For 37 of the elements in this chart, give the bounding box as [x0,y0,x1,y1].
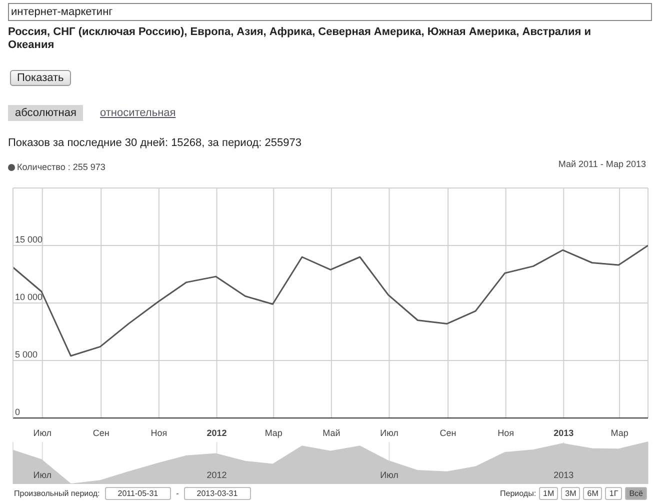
text: Всё [625,487,647,500]
text: 2013-03-31 [184,487,251,500]
x-tick-label: 2013 [554,470,574,480]
x-tick-label: Ноя [150,428,168,438]
x-tick-label: Сен [440,428,456,438]
text: Периоды: [500,489,536,498]
x-tick-label: Июл [380,428,398,438]
text: относительная [100,107,176,119]
x-tick-label: Июл [380,470,398,480]
legend-label: Количество : 255 973 [17,162,106,172]
y-tick-label: 5 000 [15,350,38,360]
text: 6М [583,487,602,500]
x-tick-label: Сен [92,428,110,438]
y-tick-label: 10 000 [15,292,43,302]
x-tick-label: Июл [33,428,52,438]
x-tick-label: Мар [264,428,282,438]
text: 1Г [605,487,622,500]
text: абсолютная [8,105,84,121]
text: Показов за последние 30 дней: 15268, за период: 255973 [8,137,302,149]
chart-subtitle: Россия, СНГ (исключая Россию), Европа, Азия, Африка, Северная Америка, Южная Америка, Австралия и Океания [8,26,592,52]
y-tick-label: 15 000 [15,234,43,244]
text: Произвольный период: [14,489,100,498]
x-tick-label: 2012 [206,470,227,480]
x-tick-label: Май [322,428,340,438]
x-tick-label: Июл [33,470,52,480]
text: Май 2011 - Мар 2013 [558,159,646,169]
text: 2011-05-31 [104,487,172,500]
y-tick-label: 0 [15,407,20,417]
x-tick-label: 2012 [206,428,227,438]
text: 1М [539,487,558,500]
x-tick-label: Ноя [498,428,514,438]
x-tick-label: 2013 [554,428,574,438]
chart-title: интернет-маркетинг [8,3,652,21]
text: Показать [10,70,71,86]
x-tick-label: Мар [610,428,628,438]
text: - [176,489,179,498]
text: 3М [561,487,580,500]
